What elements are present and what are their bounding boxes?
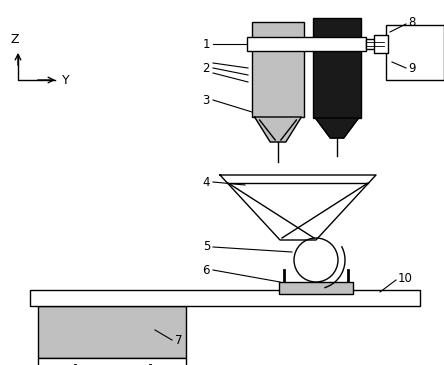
Polygon shape xyxy=(315,118,359,138)
Bar xyxy=(38,358,186,365)
Bar xyxy=(366,39,384,49)
Bar xyxy=(38,306,186,358)
Bar xyxy=(279,282,353,294)
Text: 7: 7 xyxy=(175,334,182,346)
Bar xyxy=(374,35,388,53)
Text: 10: 10 xyxy=(398,272,413,284)
Text: 1: 1 xyxy=(202,38,210,50)
Text: 5: 5 xyxy=(202,241,210,254)
Bar xyxy=(30,290,420,306)
Polygon shape xyxy=(220,175,376,240)
Bar xyxy=(252,22,304,117)
Text: Y: Y xyxy=(62,73,70,87)
Text: 3: 3 xyxy=(202,93,210,107)
Bar xyxy=(247,37,366,51)
Text: 4: 4 xyxy=(202,176,210,188)
Text: 8: 8 xyxy=(408,15,416,28)
Text: Z: Z xyxy=(11,33,19,46)
Bar xyxy=(386,25,444,80)
Polygon shape xyxy=(254,117,301,142)
Text: 6: 6 xyxy=(202,264,210,277)
Text: 9: 9 xyxy=(408,61,416,74)
Bar xyxy=(313,18,361,118)
Text: 2: 2 xyxy=(202,61,210,74)
